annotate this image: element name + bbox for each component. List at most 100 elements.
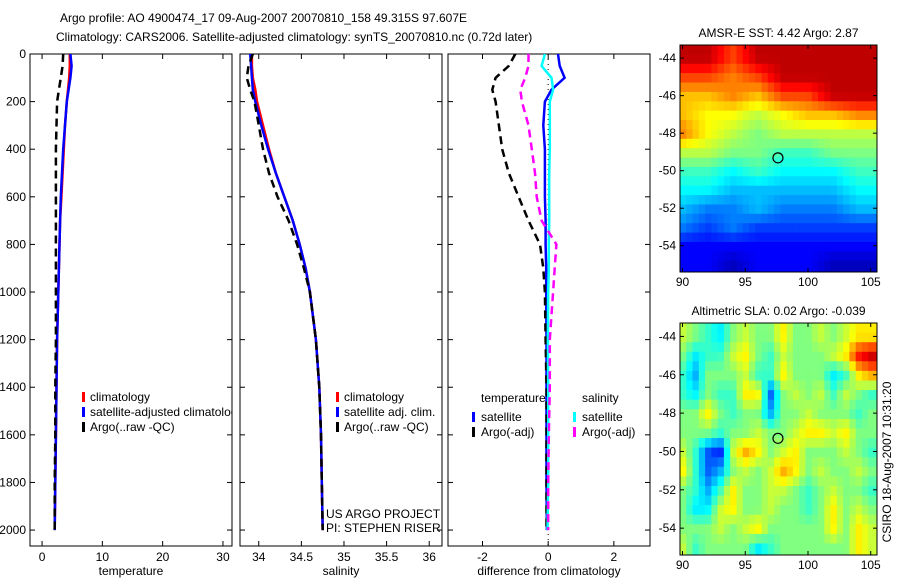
heatmap-cell xyxy=(861,380,869,391)
heatmap-cell xyxy=(861,54,869,65)
heatmap-cell xyxy=(780,553,788,555)
heatmap-cell xyxy=(755,195,763,206)
heatmap-cell xyxy=(736,370,744,382)
heatmap-cell xyxy=(849,399,857,410)
heatmap-cell xyxy=(742,399,750,410)
heatmap-cell xyxy=(792,129,800,140)
heatmap-cell xyxy=(786,524,794,535)
heatmap-cell xyxy=(680,466,687,477)
heatmap-cell xyxy=(780,45,788,55)
heatmap-cell xyxy=(818,428,825,439)
heatmap-cell xyxy=(705,138,712,149)
heatmap-cell xyxy=(761,195,769,206)
heatmap-cell xyxy=(849,418,857,430)
heatmap-cell xyxy=(874,213,877,224)
heatmap-cell xyxy=(723,223,731,234)
heatmap-cell xyxy=(786,351,794,362)
heatmap-cell xyxy=(874,157,877,168)
heatmap-cell xyxy=(818,361,825,372)
heatmap-cell xyxy=(717,380,725,391)
heatmap-cell xyxy=(818,351,825,362)
heatmap-cell xyxy=(792,495,800,506)
heatmap-cell xyxy=(686,495,694,506)
heatmap-cell xyxy=(792,370,800,382)
heatmap-cell xyxy=(692,242,700,252)
heatmap-cell xyxy=(874,45,877,55)
heatmap-cell xyxy=(799,223,807,234)
heatmap-cell xyxy=(686,380,694,391)
heatmap-cell xyxy=(698,213,706,224)
legend-label: satellite-adjusted climatology xyxy=(90,405,243,419)
heatmap-cell xyxy=(843,138,850,149)
heatmap-cell xyxy=(730,342,738,353)
heatmap-cell xyxy=(780,176,788,187)
heatmap-cell xyxy=(761,82,769,93)
heatmap-cell xyxy=(843,390,850,401)
heatmap-cell xyxy=(736,148,744,159)
heatmap-cell xyxy=(749,204,756,215)
heatmap-cell xyxy=(849,195,857,206)
heatmap-cell xyxy=(774,204,781,215)
heatmap-cell xyxy=(824,553,832,555)
heatmap-cell xyxy=(680,361,687,372)
heatmap-cell xyxy=(843,409,850,420)
heatmap-cell xyxy=(767,157,775,168)
heatmap-cell xyxy=(811,260,819,271)
heatmap-cell xyxy=(843,91,850,102)
heatmap-cell xyxy=(774,129,781,140)
heatmap-cell xyxy=(861,242,869,252)
heatmap-cell xyxy=(805,332,813,343)
heatmap-cell xyxy=(680,332,687,343)
heatmap-cell xyxy=(767,466,775,477)
heatmap-cell xyxy=(855,361,863,372)
heatmap-cell xyxy=(849,82,857,93)
heatmap-cell xyxy=(698,82,706,93)
heatmap-cell xyxy=(680,495,687,506)
heatmap-cell xyxy=(698,120,706,130)
heatmap-cell xyxy=(861,486,869,497)
heatmap-cell xyxy=(780,543,788,554)
heatmap-cell xyxy=(874,323,877,334)
heatmap-cell xyxy=(818,232,825,243)
heatmap-cell xyxy=(855,232,863,243)
y-tick-label: -46 xyxy=(659,89,677,103)
heatmap-cell xyxy=(755,553,763,555)
heatmap-cell xyxy=(786,505,794,516)
heatmap-cell xyxy=(830,270,838,272)
heatmap-cell xyxy=(811,166,819,177)
heatmap-cell xyxy=(698,110,706,121)
heatmap-cell xyxy=(692,342,700,353)
heatmap-cell xyxy=(686,148,694,159)
heatmap-cell xyxy=(711,380,719,391)
heatmap-cell xyxy=(811,553,819,555)
heatmap-cell xyxy=(805,166,813,177)
heatmap-cell xyxy=(749,505,756,516)
heatmap-cell xyxy=(723,332,731,343)
heatmap-cell xyxy=(868,514,876,525)
heatmap-cell xyxy=(836,380,844,391)
heatmap-cell xyxy=(849,54,857,65)
heatmap-cell xyxy=(805,505,813,516)
heatmap-cell xyxy=(698,514,706,525)
heatmap-cell xyxy=(755,91,763,102)
map-title: Altimetric SLA: 0.02 Argo: -0.039 xyxy=(691,304,865,318)
heatmap-cell xyxy=(742,166,750,177)
heatmap-cell xyxy=(680,204,687,215)
heatmap-cell xyxy=(868,213,876,224)
heatmap-cell xyxy=(698,447,706,458)
heatmap-cell xyxy=(849,342,857,353)
heatmap-cell xyxy=(868,447,876,458)
heatmap-cell xyxy=(824,428,832,439)
heatmap-cell xyxy=(767,91,775,102)
heatmap-cell xyxy=(692,213,700,224)
heatmap-cell xyxy=(692,260,700,271)
heatmap-cell xyxy=(792,418,800,430)
heatmap-cell xyxy=(717,486,725,497)
heatmap-cell xyxy=(767,399,775,410)
heatmap-cell xyxy=(874,101,877,112)
heatmap-cell xyxy=(767,232,775,243)
heatmap-cell xyxy=(698,342,706,353)
heatmap-cell xyxy=(705,185,712,196)
heatmap-cell xyxy=(723,110,731,121)
